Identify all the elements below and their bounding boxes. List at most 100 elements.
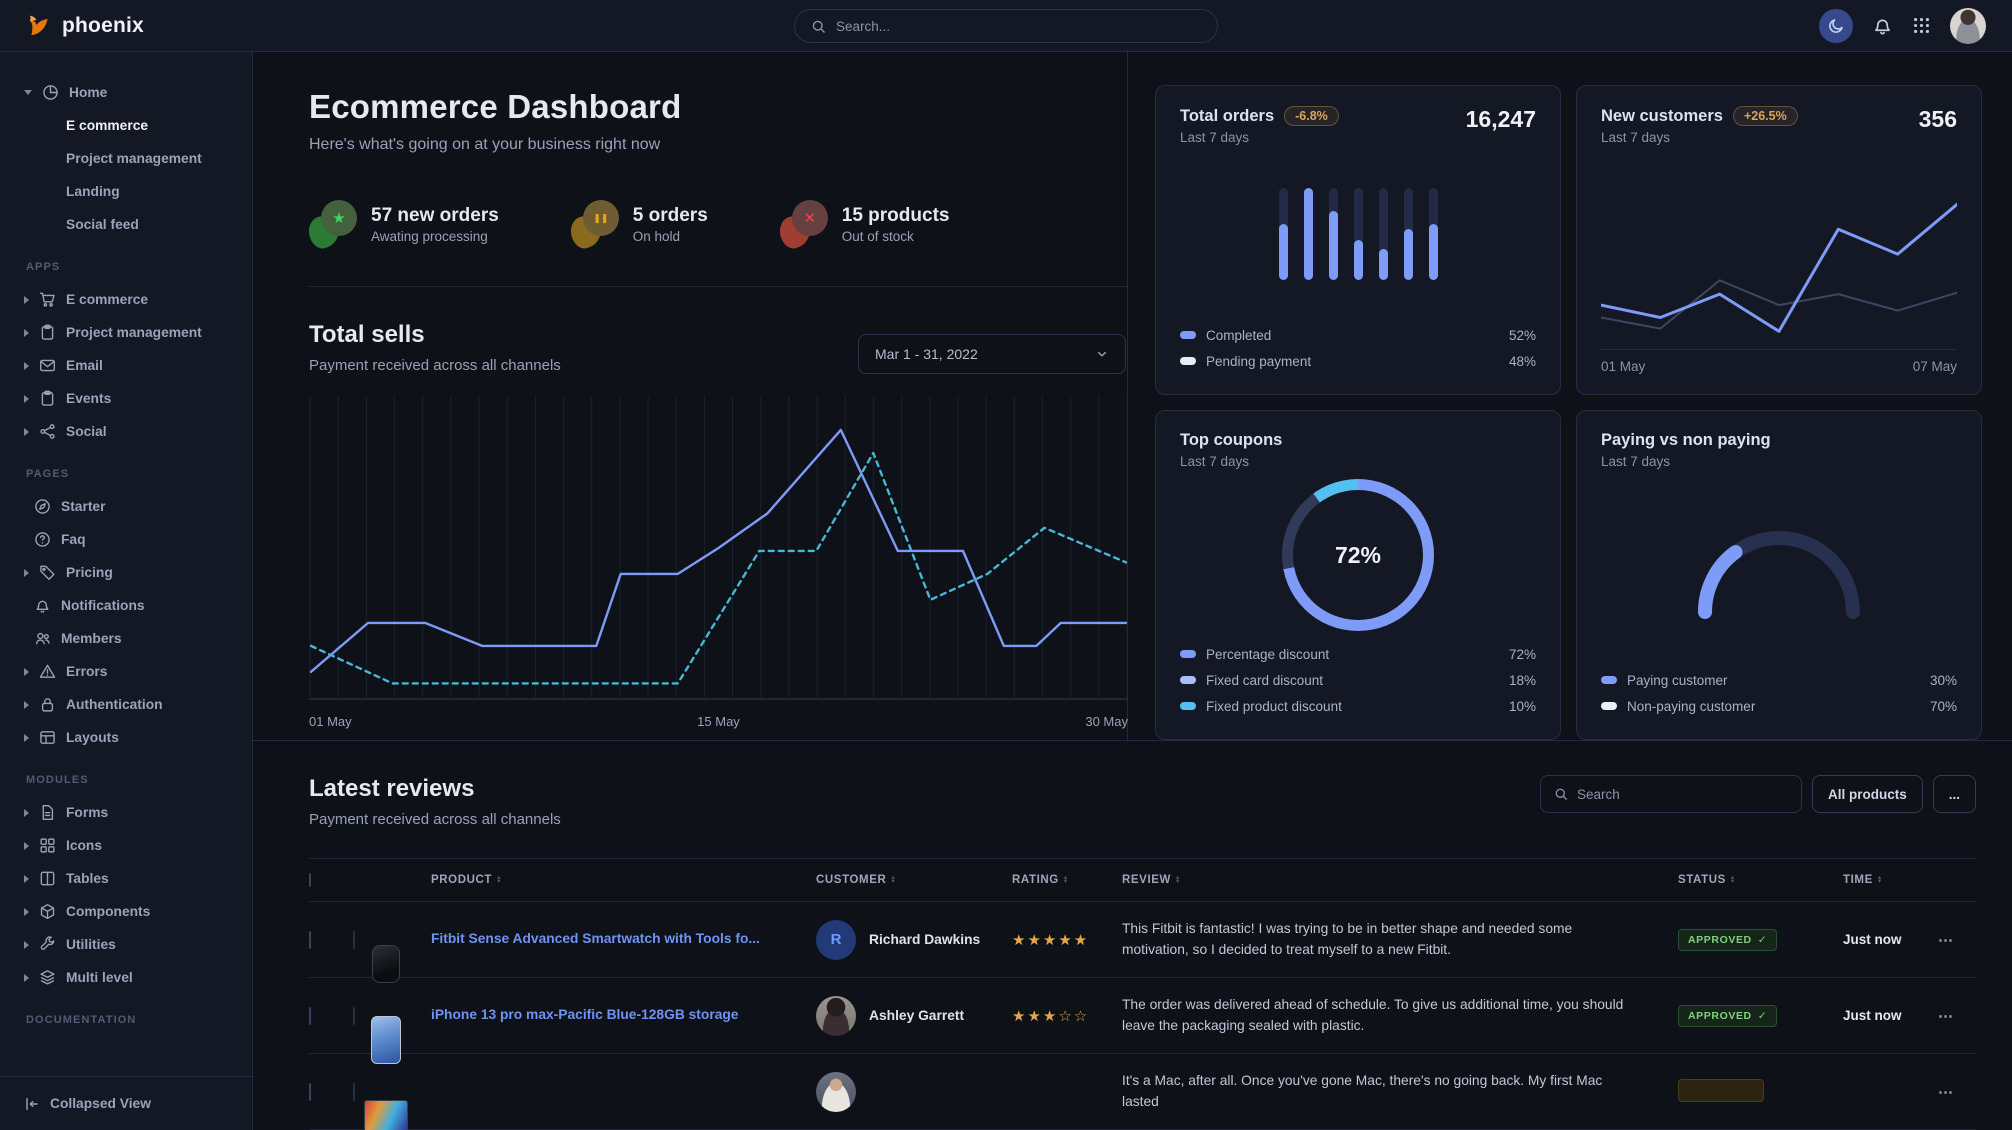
reviews-search-input[interactable] <box>1576 786 1788 802</box>
legend-row: Fixed card discount 18% <box>1180 667 1536 693</box>
caret-icon <box>24 808 29 817</box>
caret-icon <box>24 841 29 850</box>
column-header-rating[interactable]: RATING ▴ ▾ <box>1012 873 1068 886</box>
status-badge: APPROVED ✓ <box>1678 1004 1778 1027</box>
sidebar-item-forms[interactable]: Forms <box>24 796 244 829</box>
sidebar-item-pricing[interactable]: Pricing <box>24 556 244 589</box>
users-icon <box>34 630 51 647</box>
stat-star: ★ 57 new orders Awating processing <box>306 200 499 251</box>
theme-toggle-button[interactable] <box>1819 8 1853 43</box>
sidebar-item-e-commerce[interactable]: E commerce <box>24 283 244 316</box>
product-thumbnail[interactable] <box>353 1006 355 1025</box>
notifications-button[interactable] <box>1872 15 1893 36</box>
sort-icon[interactable]: ▴ ▾ <box>497 873 501 885</box>
sidebar-item-faq[interactable]: Faq <box>24 523 244 556</box>
legend-row: Pending payment 48% <box>1180 348 1536 374</box>
stat-pause: ❚❚ 5 orders On hold <box>567 200 708 251</box>
legend-row: Percentage discount 72% <box>1180 641 1536 667</box>
paying-title: Paying vs non paying <box>1601 431 1771 449</box>
sidebar-subitem-landing[interactable]: Landing <box>66 184 120 199</box>
sidebar-item-starter[interactable]: Starter <box>24 490 244 523</box>
check-icon: ✓ <box>1757 1009 1768 1022</box>
reviews-search[interactable] <box>1539 775 1802 813</box>
caret-icon <box>24 394 29 403</box>
sidebar-item-email[interactable]: Email <box>24 349 244 382</box>
latest-reviews-section: Latest reviews Payment received across a… <box>253 741 2012 1130</box>
sidebar-item-icons[interactable]: Icons <box>24 829 244 862</box>
row-checkbox[interactable] <box>309 930 311 949</box>
grid4-icon <box>39 837 56 854</box>
top-coupons-legend: Percentage discount 72% Fixed card discoun… <box>1180 641 1536 719</box>
sort-icon[interactable]: ▴ ▾ <box>891 873 896 885</box>
total-orders-title: Total orders <box>1180 106 1275 125</box>
review-time: Just now <box>1843 932 1902 947</box>
star-badge-icon: ★ <box>306 200 357 251</box>
reviews-subtitle: Payment received across all channels <box>309 811 561 828</box>
sidebar-item-errors[interactable]: Errors <box>24 655 244 688</box>
sidebar-subitem-project-management[interactable]: Project management <box>66 151 202 166</box>
sidebar-item-utilities[interactable]: Utilities <box>24 928 244 961</box>
sidebar-item-notifications[interactable]: Notifications <box>24 589 244 622</box>
caret-icon <box>24 733 29 742</box>
sidebar-subitem-social-feed[interactable]: Social feed <box>66 217 139 232</box>
collapse-sidebar-button[interactable]: Collapsed View <box>0 1076 252 1130</box>
sidebar-item-tables[interactable]: Tables <box>24 862 244 895</box>
all-products-button[interactable]: All products <box>1811 775 1923 813</box>
table-icon <box>39 870 56 887</box>
sidebar-item-authentication[interactable]: Authentication <box>24 688 244 721</box>
sidebar-item-components[interactable]: Components <box>24 895 244 928</box>
top-coupons-card: Top coupons Last 7 days 72% Percentage d… <box>1155 410 1561 740</box>
order-bar <box>1303 187 1313 280</box>
sidebar-item-layouts[interactable]: Layouts <box>24 721 244 754</box>
sort-icon[interactable]: ▴ ▾ <box>1063 873 1068 885</box>
column-header-status[interactable]: STATUS ▴ ▾ <box>1678 873 1735 886</box>
sidebar-nav: Home E commerce Project management Landing S… <box>0 52 252 1076</box>
more-options-button[interactable]: ... <box>1932 775 1976 813</box>
sidebar-item-members[interactable]: Members <box>24 622 244 655</box>
clipboard-icon <box>39 324 56 341</box>
legend-row: Paying customer 30% <box>1601 667 1957 693</box>
row-actions-button[interactable]: ⋯ <box>1938 1007 1954 1025</box>
caret-icon <box>24 940 29 949</box>
sidebar-item-home[interactable]: Home <box>24 76 244 109</box>
sidebar-item-social[interactable]: Social <box>24 415 244 448</box>
global-search[interactable] <box>794 9 1218 43</box>
reviews-table: PRODUCT ▴ ▾ CUSTOMER ▴ ▾ RATING ▴ ▾ REVIEW ▴ ▾ S… <box>309 858 1976 1130</box>
sidebar-item-multi-level[interactable]: Multi level <box>24 961 244 994</box>
global-search-input[interactable] <box>836 18 1201 34</box>
sidebar-section-pages: PAGES <box>26 468 70 480</box>
product-link[interactable]: Fitbit Sense Advanced Smartwatch with To… <box>431 931 760 947</box>
sidebar-subitem-e-commerce[interactable]: E commerce <box>66 118 149 133</box>
row-checkbox[interactable] <box>309 1082 311 1101</box>
sidebar-item-project-management[interactable]: Project management <box>24 316 244 349</box>
order-bar <box>1403 187 1413 280</box>
box-icon <box>39 903 56 920</box>
sort-icon[interactable]: ▴ ▾ <box>1175 873 1180 885</box>
share-icon <box>39 423 56 440</box>
product-thumbnail[interactable] <box>353 930 355 949</box>
sort-icon[interactable]: ▴ ▾ <box>1877 873 1882 885</box>
sidebar-item-events[interactable]: Events <box>24 382 244 415</box>
user-avatar[interactable] <box>1950 7 1986 44</box>
column-header-customer[interactable]: CUSTOMER ▴ ▾ <box>816 873 896 886</box>
moon-icon <box>1828 17 1845 34</box>
select-all-checkbox[interactable] <box>309 873 311 887</box>
brand[interactable]: phoenix <box>26 12 144 39</box>
product-thumbnail[interactable] <box>353 1082 355 1101</box>
row-actions-button[interactable]: ⋯ <box>1938 1083 1954 1101</box>
row-actions-button[interactable]: ⋯ <box>1938 931 1954 949</box>
product-link[interactable]: iPhone 13 pro max-Pacific Blue-128GB sto… <box>431 1007 739 1023</box>
column-header-review[interactable]: REVIEW ▴ ▾ <box>1122 873 1180 886</box>
review-text: This Fitbit is fantastic! I was trying t… <box>1122 920 1573 957</box>
date-range-select[interactable]: Mar 1 - 31, 2022 <box>858 334 1126 374</box>
column-header-product[interactable]: PRODUCT ▴ ▾ <box>431 873 501 886</box>
column-header-time[interactable]: TIME ▴ ▾ <box>1843 873 1882 886</box>
caret-icon <box>24 667 29 676</box>
row-checkbox[interactable] <box>309 1006 311 1025</box>
question-icon <box>34 531 51 548</box>
sort-icon[interactable]: ▴ ▾ <box>1730 873 1735 885</box>
order-bar <box>1428 187 1438 280</box>
apps-menu-button[interactable] <box>1912 16 1931 35</box>
chevron-down-icon <box>1095 347 1109 361</box>
order-bar <box>1278 187 1288 280</box>
